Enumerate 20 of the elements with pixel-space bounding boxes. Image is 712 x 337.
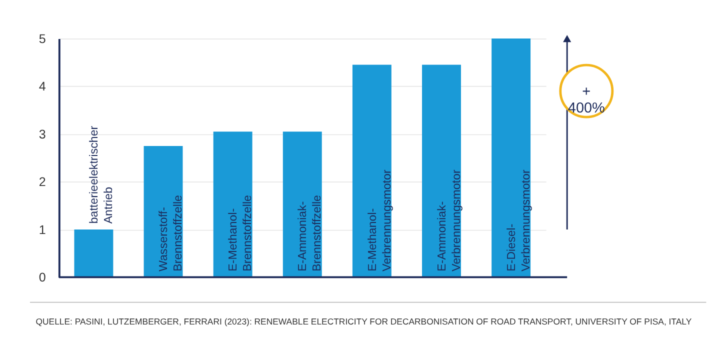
y-tick-label: 3 xyxy=(38,127,46,142)
y-tick-label: 2 xyxy=(38,175,46,190)
x-tick-label: batterieelektrischer Antrieb xyxy=(88,126,116,224)
bar xyxy=(422,64,461,278)
x-tick-label: Wasserstoff- Brennstoffzelle xyxy=(158,194,185,272)
x-tick-label: E-Methanol- Brennstoffzelle xyxy=(228,194,254,272)
text: + 400% xyxy=(568,84,606,116)
y-tick-label: 0 xyxy=(38,270,46,285)
x-tick-label: E-Ammoniak- Brennstoffzelle xyxy=(297,194,324,272)
x-tick-label: E-Diesel- Verbrennungsmotor xyxy=(506,170,532,272)
source-note: QUELLE: PASINI, LUTZEMBERGER, FERRARI (2023): RENEWABLE ELECTRICITY FOR DECARBONISATION OF ROAD TRANSPORT, UNIVERSITY OF PISA, ITALY xyxy=(36,316,692,327)
bar xyxy=(352,64,392,278)
y-tick-label: 1 xyxy=(38,222,46,237)
x-tick-label: E-Ammoniak- Verbrennungsmotor xyxy=(436,170,463,272)
bar xyxy=(213,132,252,278)
x-tick-label: E-Methanol- Verbrennungsmotor xyxy=(366,170,394,272)
y-tick-label: 4 xyxy=(38,80,46,94)
bar xyxy=(492,38,531,278)
bar xyxy=(74,229,114,278)
y-tick-label: 5 xyxy=(38,32,46,46)
